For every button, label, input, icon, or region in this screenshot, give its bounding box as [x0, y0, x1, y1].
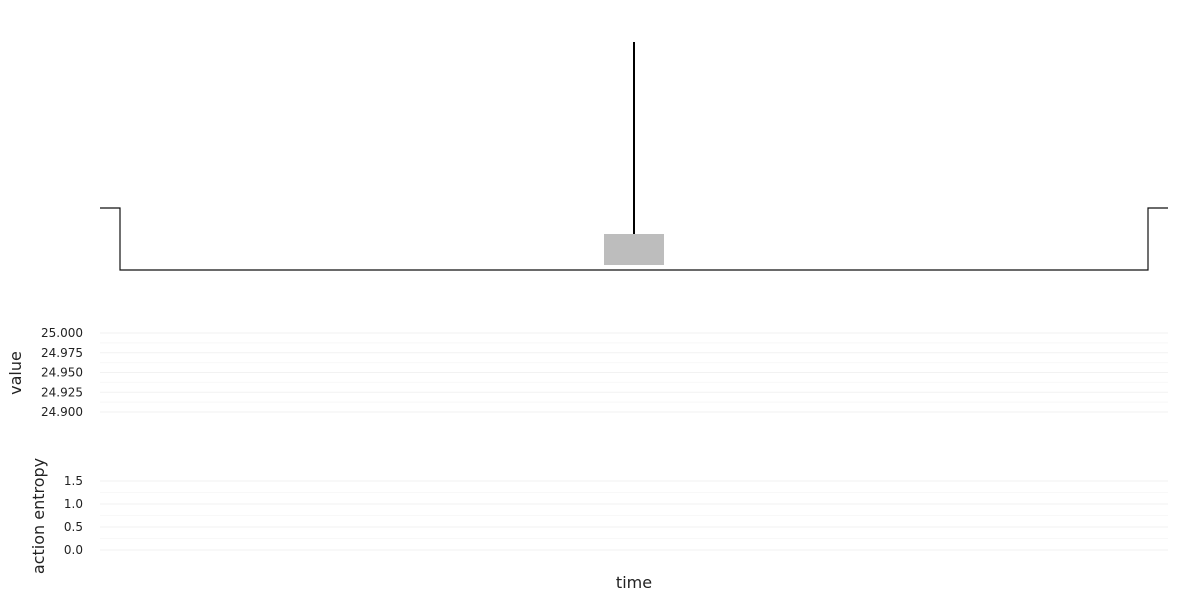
- y-tick-label: 24.950: [41, 366, 83, 380]
- time-xlabel: time: [616, 573, 652, 592]
- y-tick-label: 0.0: [64, 543, 83, 557]
- entropy-grid: [100, 480, 1168, 551]
- y-tick-label: 24.925: [41, 385, 83, 399]
- value-ticks: 25.000 24.975 24.950 24.925 24.900: [41, 326, 83, 419]
- value-grid: [100, 332, 1168, 413]
- value-panel: 25.000 24.975 24.950 24.925 24.900 value: [6, 326, 1168, 419]
- y-tick-label: 0.5: [64, 520, 83, 534]
- y-tick-label: 1.0: [64, 497, 83, 511]
- ground-track: [100, 207, 1168, 271]
- entropy-panel: 1.5 1.0 0.5 0.0 action entropy time: [29, 458, 1168, 592]
- cartpole-panel: [100, 42, 1168, 271]
- value-ylabel: value: [6, 351, 25, 395]
- y-tick-label: 25.000: [41, 326, 83, 340]
- y-tick-label: 1.5: [64, 474, 83, 488]
- y-tick-label: 24.975: [41, 346, 83, 360]
- y-tick-label: 24.900: [41, 405, 83, 419]
- cart: [604, 234, 664, 265]
- entropy-ticks: 1.5 1.0 0.5 0.0: [64, 474, 83, 557]
- entropy-ylabel: action entropy: [29, 458, 48, 574]
